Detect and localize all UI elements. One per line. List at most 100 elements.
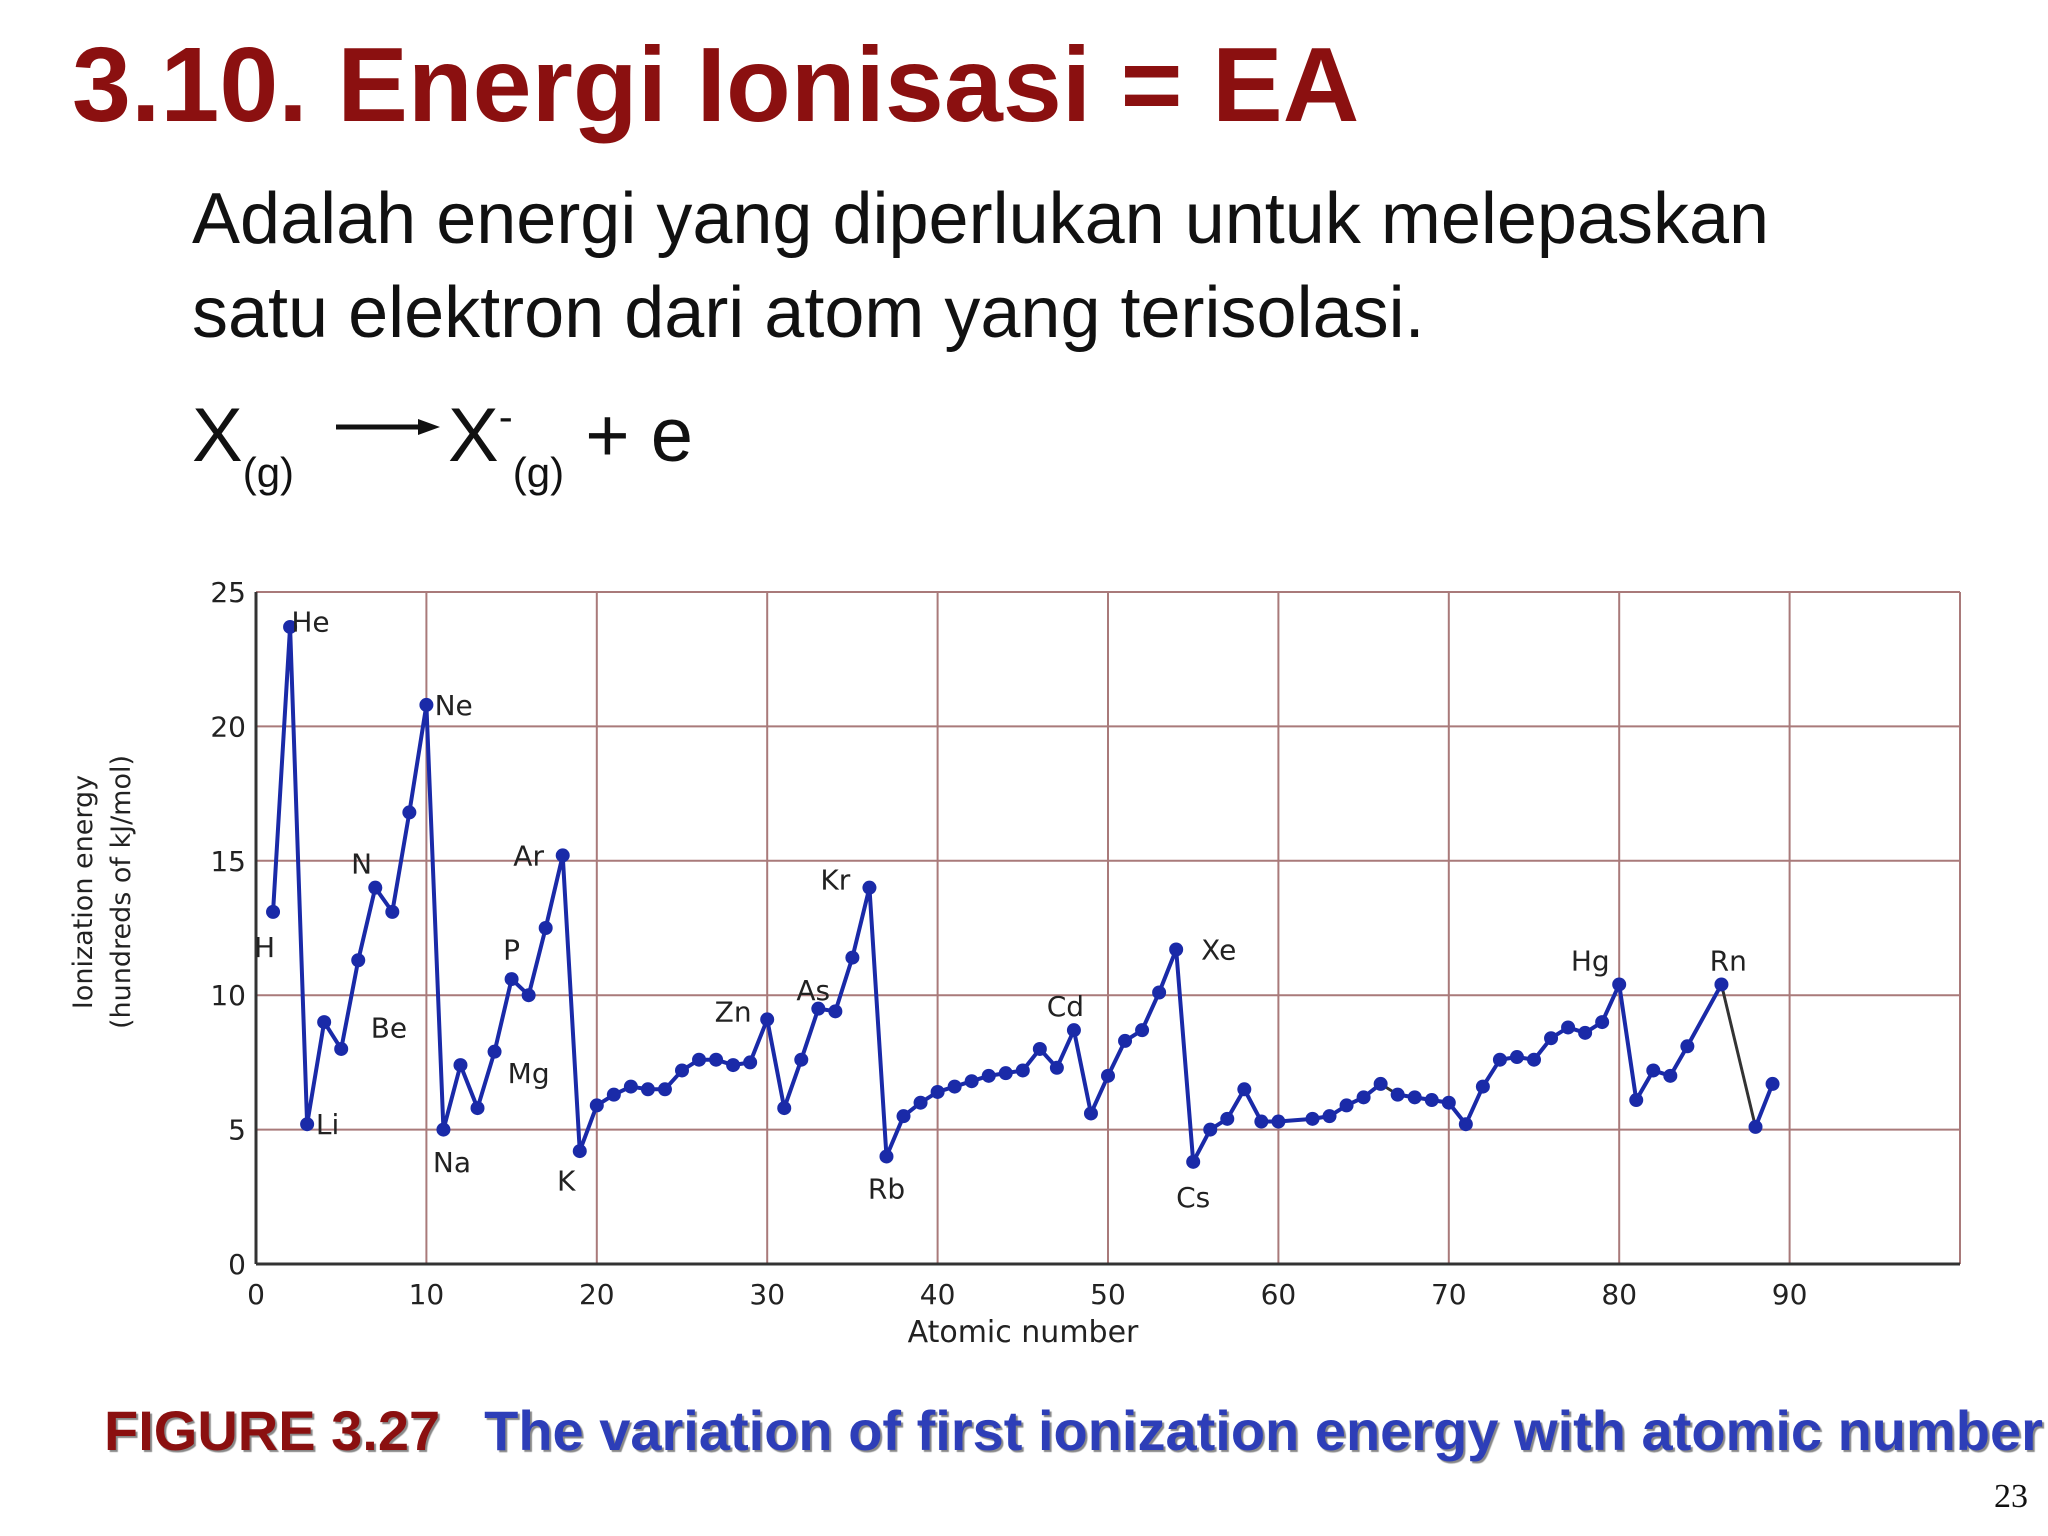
data-point [368,880,383,895]
data-point [1101,1068,1115,1083]
element-label: As [796,974,830,1007]
y-tick-label: 25 [210,576,246,609]
figure-caption-text: The variation of first ionization energy… [484,1399,2043,1462]
data-point [1578,1025,1593,1040]
data-points [266,619,1780,1169]
series-line [1753,1083,1775,1128]
data-point [1305,1111,1320,1126]
element-labels: He H Li Be N Ne Na Mg P Ar K Zn As Kr Rb Cd Xe Cs Hg Rn [254,606,1747,1214]
data-point [998,1066,1013,1081]
data-point [1527,1052,1541,1067]
data-point [589,1098,604,1113]
data-point [504,972,519,987]
x-tick-label: 90 [1772,1278,1808,1311]
x-tick-label: 20 [579,1278,615,1311]
element-label: Zn [715,995,752,1028]
equation-rest: + e [564,393,693,478]
equation-reactant-state: (g) [242,449,295,496]
element-label: Mg [508,1057,550,1090]
data-point [1135,1023,1150,1038]
data-point [402,805,417,820]
data-point [266,904,281,919]
data-point [1066,1023,1081,1038]
data-point [981,1068,996,1083]
data-point [623,1079,638,1094]
element-label: Ar [513,839,544,872]
element-label: P [503,934,520,967]
data-point [913,1095,928,1110]
grid [256,591,1961,1264]
data-point [1152,985,1167,1000]
data-point [1492,1052,1507,1067]
element-label: Be [371,1011,407,1044]
ionization-energy-chart: 0 10 20 30 40 50 60 70 80 90 0 5 10 15 20 25 He H Li Be N Ne… [68,576,1961,1350]
equation-product: X [448,393,499,478]
equation-product-charge: - [498,393,513,440]
element-label: H [254,931,275,964]
data-point [1663,1068,1678,1083]
y-axis-label-units: (hundreds of kJ/mol) [106,755,137,1029]
data-point [1339,1098,1354,1113]
data-point [777,1101,792,1116]
data-point [896,1109,911,1124]
axes [254,592,1960,1266]
element-label: Ne [435,689,473,722]
element-label: K [557,1165,576,1198]
element-label: Li [316,1108,339,1141]
data-point [1203,1122,1218,1137]
data-point [1373,1076,1388,1091]
data-point [1237,1082,1252,1097]
data-point [1083,1106,1098,1121]
gap-connector-line [1719,984,1757,1128]
data-point [419,697,434,712]
reaction-arrow-icon [336,418,441,435]
data-point [300,1117,315,1132]
data-point [811,1001,826,1016]
data-point [317,1015,332,1030]
x-tick-label: 30 [749,1278,785,1311]
element-label: Hg [1571,944,1610,977]
data-point [606,1087,621,1102]
data-point [1271,1114,1286,1129]
data-point [1561,1020,1576,1035]
data-point [726,1058,741,1073]
element-label: Kr [820,864,850,897]
data-point [1424,1093,1439,1108]
data-point [1714,977,1729,992]
data-point [640,1082,655,1097]
data-point [453,1058,468,1073]
x-tick-label: 80 [1601,1278,1637,1311]
element-label: Cs [1176,1181,1210,1214]
data-point [692,1052,707,1067]
y-tick-label: 15 [210,845,246,878]
page-title: 3.10. Energi Ionisasi = EA [72,26,1360,144]
data-point [930,1084,945,1099]
data-point [794,1052,809,1067]
data-point [1015,1063,1030,1078]
data-point [572,1144,587,1159]
x-tick-label: 60 [1261,1278,1297,1311]
x-axis-label: Atomic number [908,1315,1139,1350]
data-point [1032,1041,1047,1056]
data-point [487,1044,502,1059]
x-tick-label: 40 [920,1278,956,1311]
definition-line-2: satu elektron dari atom yang terisolasi. [192,273,1425,353]
data-point [351,953,366,968]
data-point [385,904,400,919]
figure-caption: FIGURE 3.27 The variation of first ioniza… [104,1398,2043,1463]
data-point [555,848,570,863]
data-point [709,1052,724,1067]
data-point [521,988,536,1003]
x-tick-label: 0 [247,1278,265,1311]
data-point [879,1149,894,1164]
data-point [657,1082,672,1097]
data-point [334,1041,349,1056]
y-tick-label: 0 [228,1248,246,1281]
data-point [1356,1090,1371,1105]
data-point [1322,1109,1337,1124]
data-point [1646,1063,1661,1078]
y-tick-label: 5 [228,1114,246,1147]
y-tick-label: 10 [210,979,246,1012]
data-point [1595,1015,1610,1030]
element-label: Rb [868,1173,905,1206]
